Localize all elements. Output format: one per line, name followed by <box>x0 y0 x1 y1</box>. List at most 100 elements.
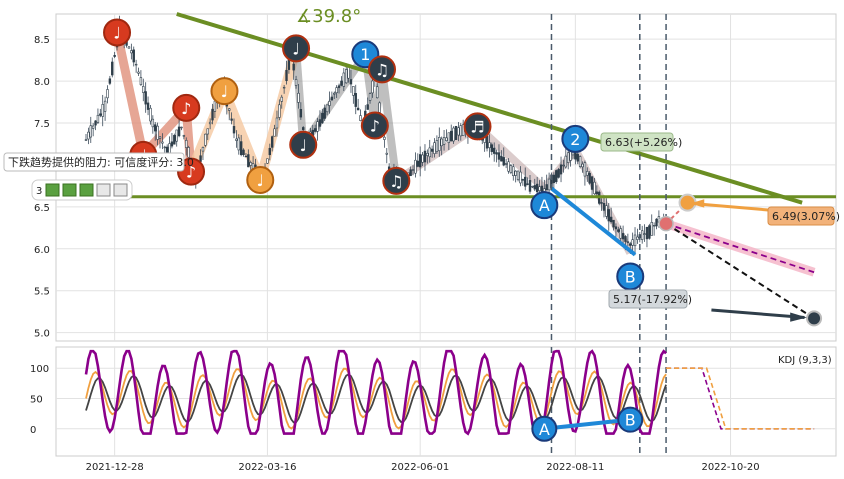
kdj-y-tick-label: 0 <box>30 425 36 436</box>
candle-body <box>366 104 369 110</box>
candle-body <box>278 104 281 118</box>
wave-marker <box>246 166 275 195</box>
projection-label-1: 6.63(+5.26%) <box>600 132 682 152</box>
wave-marker-label: ♫ <box>389 172 403 191</box>
candle-body <box>342 72 346 87</box>
candle-body <box>91 125 95 129</box>
candle-body <box>316 121 319 132</box>
candle-body <box>488 142 491 148</box>
candle-body <box>490 144 494 152</box>
candle-body <box>643 233 646 235</box>
candle-body <box>552 174 556 184</box>
wave-marker <box>282 34 311 63</box>
candle-body <box>600 202 603 204</box>
candle-body <box>142 86 145 93</box>
candle-body <box>187 147 190 158</box>
wave-marker-label: ♬ <box>470 117 484 136</box>
candle-body <box>356 107 360 111</box>
candle-body <box>485 135 489 149</box>
badge-icon <box>96 183 111 197</box>
wave-marker-label: ♩ <box>292 39 300 58</box>
projection-dashed-purple <box>665 222 815 274</box>
wave-marker-label: 1 <box>360 45 370 64</box>
wave-marker <box>368 55 396 84</box>
candle-body <box>168 143 171 154</box>
candle-body <box>151 118 155 128</box>
candle-body <box>244 155 248 158</box>
candle-body <box>239 141 243 156</box>
candle-body <box>182 135 186 137</box>
candle-body <box>447 132 451 143</box>
candle-body <box>340 80 343 86</box>
candle-body <box>507 161 510 172</box>
candle-body <box>144 91 147 105</box>
candle-body <box>132 49 135 63</box>
projection-short <box>665 201 689 225</box>
candle-body <box>230 118 233 121</box>
candle-body <box>170 141 174 147</box>
candle-body <box>640 230 644 240</box>
candle-body <box>428 147 431 158</box>
candle-body <box>111 61 114 76</box>
candle-body <box>535 183 539 193</box>
candle-body <box>383 136 386 140</box>
candle-body <box>564 155 568 168</box>
wave-path-red <box>112 31 196 172</box>
candle-body <box>416 160 420 167</box>
wave-marker-label: ♪ <box>370 117 380 136</box>
candle-body <box>134 63 138 66</box>
wave-marker-label: A <box>539 196 550 215</box>
candle-body <box>619 228 622 239</box>
candle-body <box>576 153 579 162</box>
candle-body <box>333 92 336 95</box>
candle-body <box>113 54 116 57</box>
candle-body <box>294 79 298 86</box>
candle-body <box>94 120 97 126</box>
candle-body <box>423 150 427 163</box>
candle-body <box>208 121 212 125</box>
candle-body <box>545 184 548 191</box>
candle-body <box>127 46 131 49</box>
kdj-marker-b <box>617 406 644 433</box>
candle-body <box>270 136 274 148</box>
candle-body <box>106 89 109 99</box>
candle-body <box>139 77 143 85</box>
candle-body <box>371 80 374 94</box>
candle-body <box>204 133 207 146</box>
candle-body <box>624 236 627 242</box>
wave-marker-label: B <box>625 267 636 286</box>
candle-body <box>280 96 283 102</box>
kdj-projection-k <box>666 367 815 430</box>
candle-body <box>103 100 107 112</box>
candle-body <box>299 109 303 118</box>
y-tick-label: 6.0 <box>34 245 50 256</box>
kdj-y-tick-label: 50 <box>30 394 43 405</box>
candle-body <box>354 93 357 107</box>
candle-body <box>352 86 355 96</box>
candle-body <box>543 188 546 192</box>
candle-body <box>452 127 455 142</box>
candle-body <box>228 108 231 111</box>
candle-body <box>313 128 317 132</box>
candle-body <box>323 107 326 119</box>
projection-label-3: 5.17(-17.92%) <box>608 289 692 309</box>
x-tick-label: 2022-06-01 <box>391 462 449 473</box>
candle-body <box>199 155 202 162</box>
projection-label-3-text: 5.17(-17.92%) <box>613 293 692 306</box>
wave-marker <box>289 130 318 159</box>
candle-body <box>655 218 658 227</box>
candle-body <box>426 152 429 156</box>
candle-body <box>344 69 348 84</box>
candle-body <box>232 126 236 134</box>
candle-body <box>185 140 188 148</box>
candle-body <box>652 225 656 227</box>
candle-body <box>533 185 536 190</box>
candle-body <box>614 226 618 230</box>
y-tick-label: 7.5 <box>34 119 50 130</box>
candle-body <box>180 126 183 129</box>
candle-body <box>514 170 517 176</box>
wave-marker-label: ♩ <box>221 82 229 101</box>
candle-body <box>562 164 565 167</box>
candle-body <box>602 203 606 211</box>
badge-icon <box>113 183 128 197</box>
